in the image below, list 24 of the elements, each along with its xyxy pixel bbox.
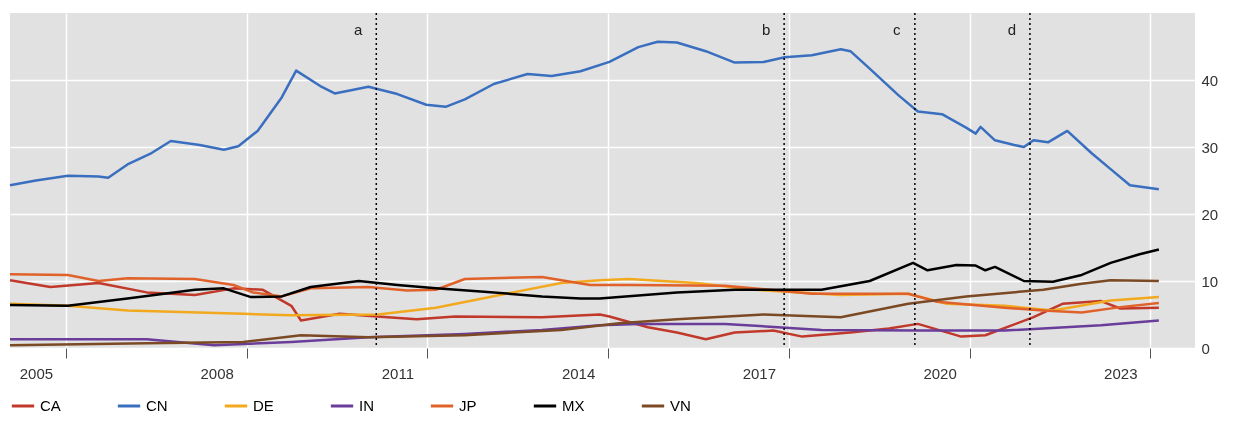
x-tick-label: 2011 xyxy=(381,364,414,382)
ref-line-label: c xyxy=(893,21,902,38)
legend-label: JP xyxy=(459,397,477,414)
legend-label: MX xyxy=(562,397,585,414)
legend-label: CA xyxy=(40,397,61,414)
x-tick-label: 2008 xyxy=(200,364,234,382)
y-tick-label: 20 xyxy=(1201,205,1219,223)
y-tick-label: 40 xyxy=(1201,71,1219,89)
legend-label: CN xyxy=(146,397,168,414)
legend-label: VN xyxy=(670,397,691,414)
ref-line-label: a xyxy=(354,21,364,38)
line-series xyxy=(8,40,1161,191)
legend-label: DE xyxy=(253,397,274,414)
x-tick-label: 2020 xyxy=(923,364,957,382)
y-tick-label: 0 xyxy=(1201,339,1210,357)
x-tick-label: 2017 xyxy=(742,364,777,382)
ref-line-label: b xyxy=(761,21,771,38)
y-tick-label: 30 xyxy=(1201,138,1219,156)
x-tick-label: 2023 xyxy=(1104,364,1138,382)
ref-line-label: d xyxy=(1007,21,1017,38)
y-tick-label: 10 xyxy=(1201,272,1219,290)
x-tick-label: 2005 xyxy=(19,364,54,382)
legend-label: IN xyxy=(359,397,374,414)
x-tick-label: 2014 xyxy=(561,364,596,382)
